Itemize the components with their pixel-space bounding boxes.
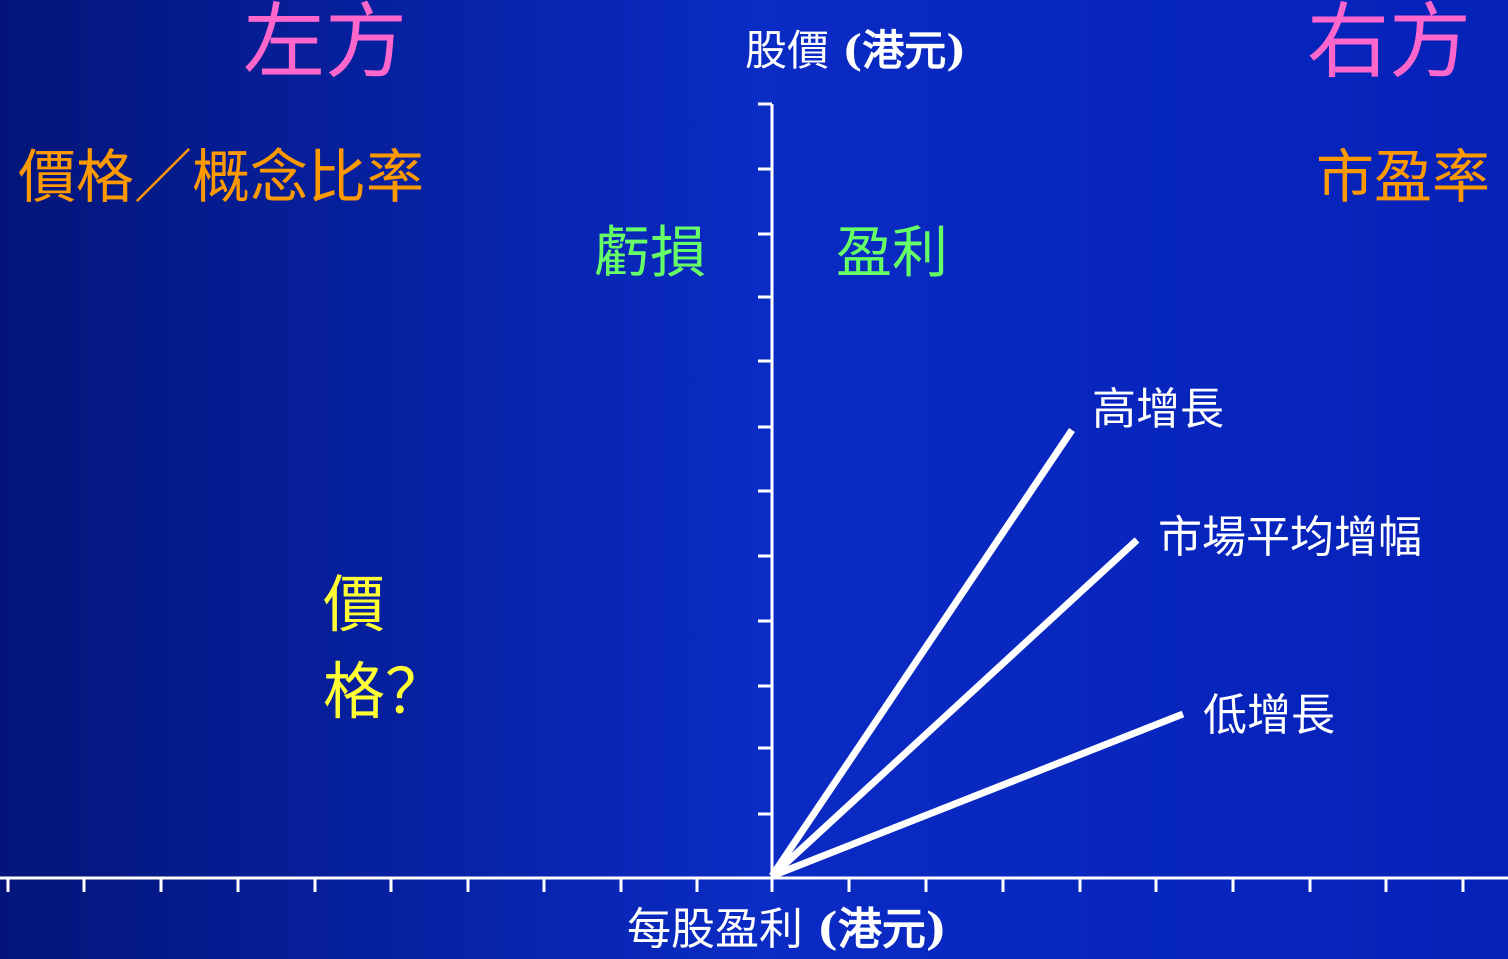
- market-average-line: [769, 537, 1140, 879]
- low-growth-line: [770, 710, 1185, 880]
- y-axis-label-text: 股價: [745, 26, 830, 75]
- loss-region-label: 虧損: [594, 221, 706, 286]
- high-growth-line: [769, 428, 1075, 878]
- right-ratio-label: 市盈率: [1316, 143, 1491, 211]
- y-axis-ticks: [758, 102, 772, 816]
- price-question-line1: 價: [323, 568, 386, 641]
- left-ratio-label: 價格／概念比率: [18, 143, 425, 211]
- market-average-label: 市場平均增幅: [1158, 512, 1422, 563]
- x-axis-ticks: [6, 878, 1465, 892]
- x-axis-label-unit: (港元): [817, 904, 947, 955]
- profit-region-label: 盈利: [836, 221, 948, 286]
- high-growth-label: 高增長: [1092, 384, 1224, 435]
- y-axis-label: 股價 (港元): [745, 30, 966, 72]
- left-title: 左方: [243, 0, 408, 90]
- y-axis-label-unit: (港元): [842, 26, 967, 75]
- right-title: 右方: [1307, 0, 1472, 90]
- x-axis-label-text: 每股盈利: [627, 904, 803, 955]
- price-question: 價 格？: [323, 562, 447, 736]
- low-growth-label: 低增長: [1203, 690, 1335, 741]
- x-axis-label: 每股盈利 (港元): [627, 908, 947, 952]
- price-question-line2: 格？: [323, 654, 448, 728]
